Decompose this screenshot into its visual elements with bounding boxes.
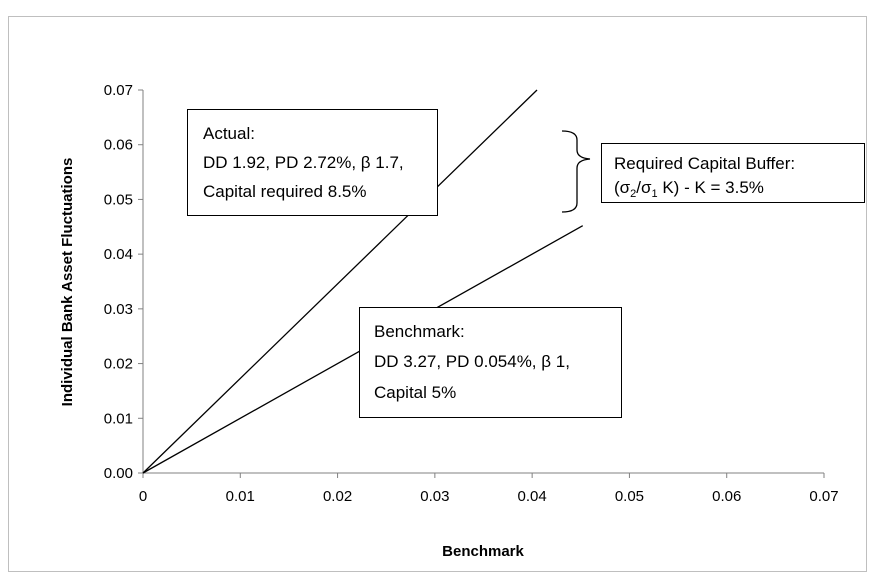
x-tick-label: 0.05 — [615, 488, 644, 505]
x-tick-label: 0.03 — [420, 488, 449, 505]
x-tick-label: 0.07 — [809, 488, 838, 505]
actual-title: Actual: — [203, 124, 255, 143]
buffer-formula-sub-2: 2 — [630, 188, 636, 200]
actual-annotation-box — [187, 109, 438, 216]
y-tick-label: 0.04 — [104, 246, 133, 263]
buffer-formula-rest: K) - K = 3.5% — [658, 178, 764, 197]
actual-line-2: Capital required 8.5% — [203, 182, 366, 201]
actual-annotation: Actual: DD 1.92, PD 2.72%, β 1.7, Capita… — [187, 109, 438, 216]
benchmark-line-1: DD 3.27, PD 0.054%, β 1, — [374, 352, 570, 371]
buffer-annotation-box — [601, 143, 865, 203]
x-tick-group: 0 0.01 0.02 0.03 0.04 0.05 0.06 0.07 — [139, 473, 839, 505]
x-tick-label: 0.04 — [518, 488, 547, 505]
benchmark-annotation: Benchmark: DD 3.27, PD 0.054%, β 1, Capi… — [359, 307, 622, 418]
y-tick-group: 0.00 0.01 0.02 0.03 0.04 0.05 0.06 0.07 — [104, 82, 143, 482]
buffer-formula: (σ2/σ1 K) - K = 3.5% — [614, 178, 764, 200]
y-tick-label: 0.05 — [104, 191, 133, 208]
y-tick-label: 0.06 — [104, 137, 133, 154]
buffer-formula-sub-1: 1 — [652, 188, 658, 200]
benchmark-line-2: Capital 5% — [374, 383, 456, 402]
x-tick-label: 0.06 — [712, 488, 741, 505]
buffer-formula-slash: /σ — [636, 178, 652, 197]
y-tick-label: 0.03 — [104, 301, 133, 318]
x-tick-label: 0.01 — [226, 488, 255, 505]
y-tick-label: 0.02 — [104, 356, 133, 373]
buffer-formula-open: (σ — [614, 178, 631, 197]
buffer-brace — [561, 130, 591, 213]
benchmark-annotation-box — [359, 307, 622, 418]
y-tick-label: 0.07 — [104, 82, 133, 99]
buffer-annotation: Required Capital Buffer: (σ2/σ1 K) - K =… — [601, 143, 865, 203]
buffer-title: Required Capital Buffer: — [614, 154, 795, 173]
series-line-1 — [142, 89, 538, 474]
benchmark-title: Benchmark: — [374, 322, 465, 341]
y-axis-title: Individual Bank Asset Fluctuations — [59, 158, 76, 407]
x-tick-label: 0 — [139, 488, 147, 505]
y-tick-label: 0.00 — [104, 465, 133, 482]
y-tick-label: 0.01 — [104, 410, 133, 427]
x-tick-label: 0.02 — [323, 488, 352, 505]
actual-line-1: DD 1.92, PD 2.72%, β 1.7, — [203, 153, 404, 172]
x-axis-title: Benchmark — [442, 543, 524, 560]
